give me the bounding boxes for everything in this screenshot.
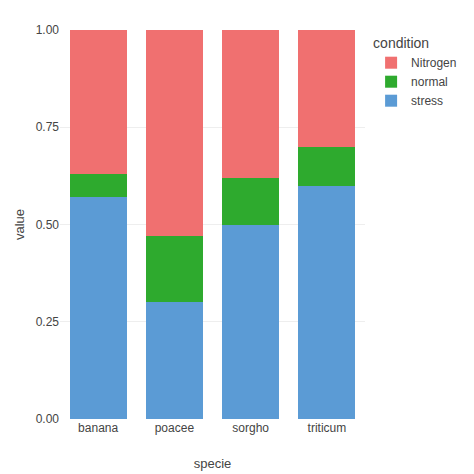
svg-text:normal: normal [411, 75, 448, 89]
svg-text:value: value [12, 209, 27, 240]
svg-text:stress: stress [411, 94, 443, 108]
svg-text:specie: specie [194, 456, 232, 471]
svg-text:Nitrogen: Nitrogen [411, 56, 456, 70]
svg-text:banana: banana [78, 421, 118, 435]
svg-text:sorgho: sorgho [232, 421, 269, 435]
svg-text:condition: condition [373, 35, 429, 51]
svg-text:0.25: 0.25 [36, 315, 60, 329]
svg-text:poacee: poacee [155, 421, 195, 435]
svg-text:1.00: 1.00 [36, 23, 60, 37]
svg-text:0.75: 0.75 [36, 120, 60, 134]
svg-text:triticum: triticum [308, 421, 347, 435]
svg-text:0.00: 0.00 [36, 412, 60, 426]
svg-text:0.50: 0.50 [36, 218, 60, 232]
